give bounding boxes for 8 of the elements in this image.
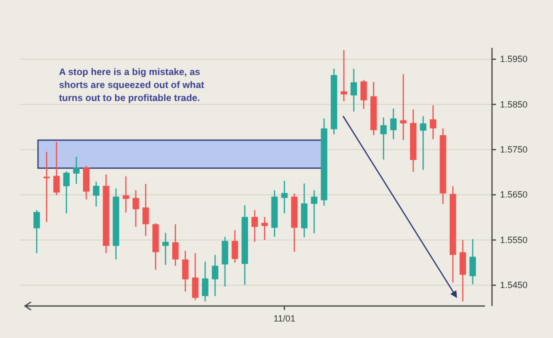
x-tick-label: 11/01 [273,313,296,324]
annotation: A stop here is a big mistake, as shorts are squeezed out of what turns out to be profitable trade. [59,67,205,104]
y-tick-label: 1.5550 [500,234,528,245]
y-tick-label: 1.5750 [500,144,528,154]
y-tick-label: 1.5450 [500,280,528,290]
y-tick-label: 1.5650 [500,190,528,200]
y-tick-label: 1.5850 [500,99,528,110]
y-tick-label: 1.5950 [500,54,528,64]
